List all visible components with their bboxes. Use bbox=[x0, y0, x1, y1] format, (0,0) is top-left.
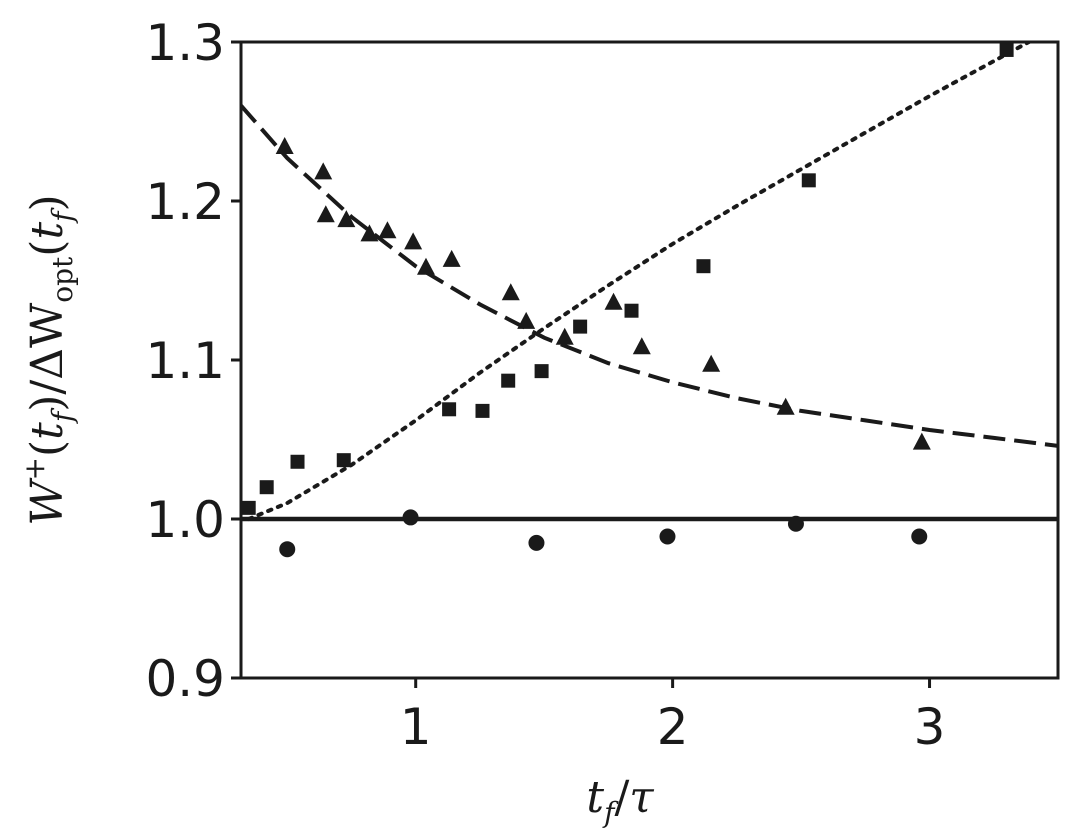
triangle-marker bbox=[517, 311, 536, 329]
circle-marker bbox=[911, 528, 928, 545]
circle-marker bbox=[528, 534, 545, 551]
triangle-marker bbox=[776, 397, 795, 415]
dotted-curve bbox=[246, 42, 1034, 521]
circle-marker bbox=[279, 541, 296, 558]
x-tick-label: 2 bbox=[657, 698, 689, 756]
triangle-marker bbox=[337, 210, 356, 228]
square-marker bbox=[336, 453, 351, 468]
triangle-marker bbox=[912, 432, 931, 450]
triangle-marker bbox=[416, 257, 435, 275]
square-marker bbox=[475, 403, 490, 418]
triangle-marker bbox=[360, 224, 379, 242]
data-markers bbox=[241, 42, 1014, 558]
square-marker bbox=[624, 303, 639, 318]
triangle-marker bbox=[442, 249, 461, 267]
square-marker bbox=[259, 480, 274, 495]
square-marker bbox=[573, 319, 588, 334]
square-marker bbox=[501, 373, 516, 388]
dashed-curve bbox=[241, 104, 1058, 448]
triangle-marker bbox=[604, 292, 623, 310]
fit-curves bbox=[241, 42, 1058, 522]
triangle-marker bbox=[632, 337, 651, 355]
y-tick-label: 0.9 bbox=[145, 650, 225, 708]
triangle-marker bbox=[501, 283, 520, 301]
axis-ticks: 1 2 3 0.9 1.0 1.1 1.2 1.3 bbox=[145, 14, 945, 756]
plot-frame bbox=[239, 40, 1060, 680]
square-marker bbox=[696, 259, 711, 274]
x-tick-label: 3 bbox=[914, 698, 946, 756]
y-tick-label: 1.3 bbox=[145, 14, 225, 72]
y-tick-label: 1.2 bbox=[145, 173, 225, 231]
circle-marker bbox=[402, 509, 419, 526]
triangle-marker bbox=[378, 221, 397, 239]
x-axis-label: tf/τ bbox=[586, 772, 654, 829]
x-tick-label: 1 bbox=[400, 698, 432, 756]
circle-marker bbox=[659, 528, 676, 545]
square-marker bbox=[442, 402, 457, 417]
triangle-marker bbox=[404, 232, 423, 250]
square-marker bbox=[241, 500, 256, 515]
y-tick-label: 1.0 bbox=[145, 491, 225, 549]
triangle-marker bbox=[702, 354, 721, 372]
y-tick-label: 1.1 bbox=[145, 332, 225, 390]
square-marker bbox=[534, 364, 549, 379]
triangle-marker bbox=[314, 162, 333, 180]
y-axis-label: W+(tf)/ΔWopt(tf) bbox=[18, 194, 79, 525]
circle-marker bbox=[787, 515, 804, 532]
triangle-marker bbox=[555, 327, 574, 345]
triangle-marker bbox=[316, 205, 335, 223]
square-marker bbox=[290, 454, 305, 469]
square-marker bbox=[801, 173, 816, 188]
square-marker bbox=[999, 42, 1014, 57]
triangle-marker bbox=[275, 136, 294, 154]
